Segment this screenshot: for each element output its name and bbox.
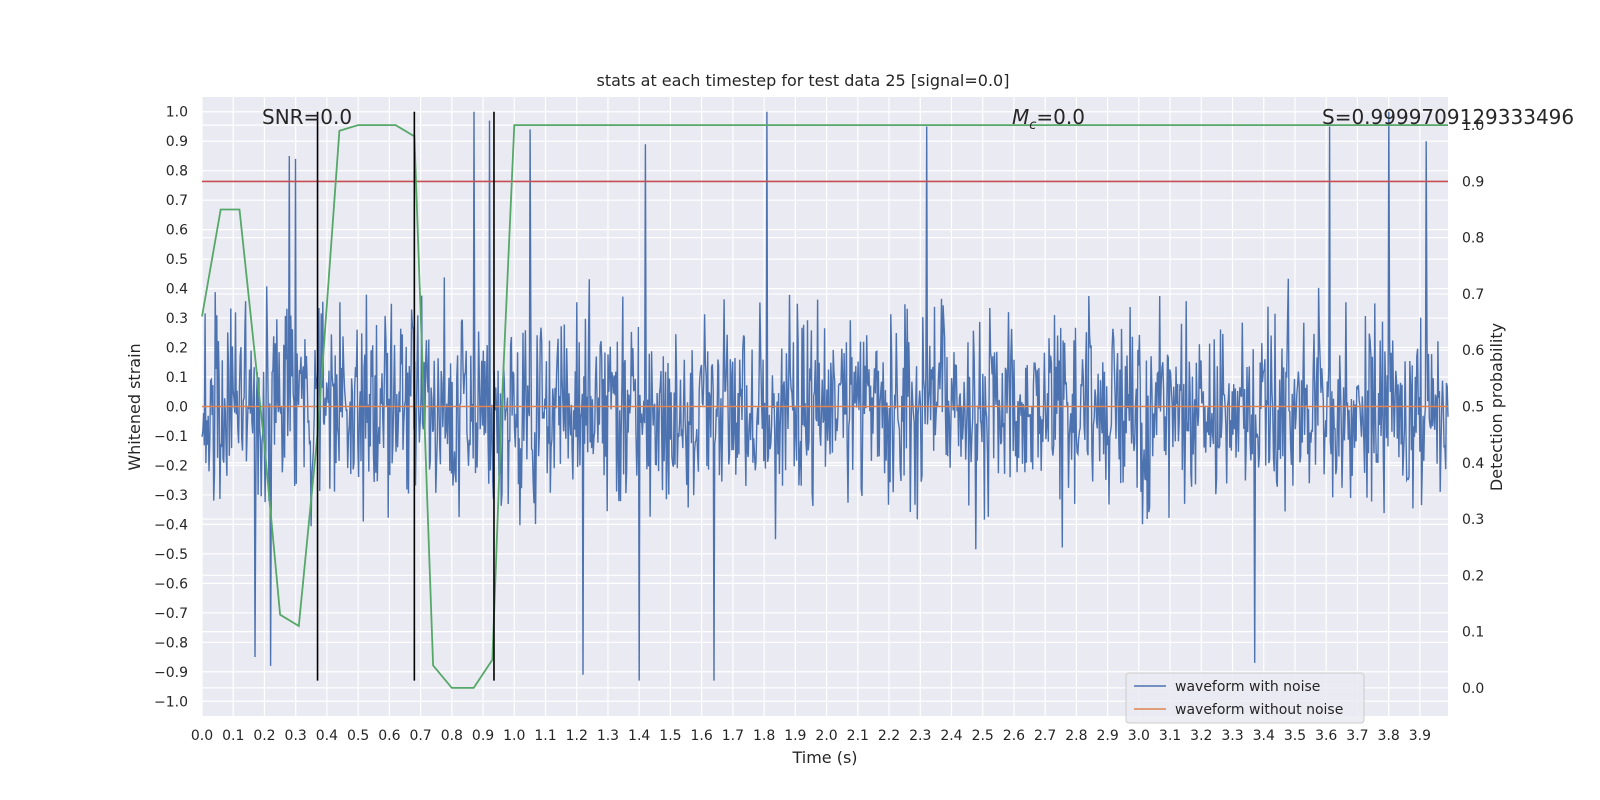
x-tick-label: 1.5 — [659, 728, 681, 744]
x-tick-label: 0.7 — [409, 728, 431, 744]
x-tick-label: 3.6 — [1315, 728, 1337, 744]
x-tick-label: 2.3 — [909, 728, 931, 744]
x-tick-label: 0.1 — [222, 728, 244, 744]
chart-title: stats at each timestep for test data 25 … — [597, 71, 1010, 90]
y-tick-label: −0.1 — [154, 429, 188, 445]
x-tick-label: 2.7 — [1034, 728, 1056, 744]
y2-tick-label: 0.6 — [1462, 343, 1484, 359]
legend-box — [1125, 672, 1365, 724]
x-tick-label: 3.8 — [1378, 728, 1400, 744]
y2-tick-label: 0.5 — [1462, 400, 1484, 416]
y-ticks: 1.0 0.9 0.8 0.7 0.6 0.5 0.4 0.3 0.2 0.1 0.0 −0.1 −0.… — [154, 105, 188, 711]
snr-annotation: SNR=0.0 — [262, 105, 352, 129]
noise-trace — [201, 111, 1449, 681]
x-tick-label: 2.6 — [1003, 728, 1025, 744]
x-tick-label: 0.8 — [441, 728, 463, 744]
x-tick-label: 3.9 — [1409, 728, 1431, 744]
y2-axis-label: Detection probability — [1487, 323, 1506, 491]
x-tick-label: 1.3 — [597, 728, 619, 744]
y-tick-label: −1.0 — [154, 694, 188, 710]
legend-label-noise: waveform with noise — [1175, 679, 1320, 695]
y2-tick-label: 0.2 — [1462, 568, 1484, 584]
legend: waveform with noise waveform without noi… — [1125, 672, 1365, 724]
y-tick-label: −0.4 — [154, 517, 188, 533]
x-tick-label: 3.2 — [1190, 728, 1212, 744]
x-tick-label: 2.9 — [1096, 728, 1118, 744]
x-tick-label: 0.9 — [472, 728, 494, 744]
y-tick-label: 0.8 — [166, 164, 188, 180]
x-tick-label: 2.4 — [940, 728, 962, 744]
y-tick-label: −0.9 — [154, 665, 188, 681]
y2-tick-label: 0.1 — [1462, 625, 1484, 641]
x-tick-label: 2.5 — [972, 728, 994, 744]
mc-subscript: c — [1029, 118, 1036, 133]
x-axis-label: Time (s) — [791, 748, 857, 767]
y-tick-label: 0.9 — [166, 134, 188, 150]
y-tick-label: −0.6 — [154, 576, 188, 592]
y2-tick-label: 0.0 — [1462, 681, 1484, 697]
y2-tick-label: 0.3 — [1462, 512, 1484, 528]
x-tick-label: 3.5 — [1284, 728, 1306, 744]
x-tick-label: 1.4 — [628, 728, 650, 744]
y-tick-label: −0.8 — [154, 635, 188, 651]
y-tick-label: −0.5 — [154, 547, 188, 563]
x-tick-label: 0.6 — [378, 728, 400, 744]
x-tick-label: 0.5 — [347, 728, 369, 744]
y2-tick-label: 0.8 — [1462, 231, 1484, 247]
x-tick-label: 1.8 — [753, 728, 775, 744]
x-tick-label: 1.0 — [503, 728, 525, 744]
mc-symbol: M — [1012, 105, 1029, 129]
x-tick-label: 3.0 — [1128, 728, 1150, 744]
mc-annotation: Mc=0.0 — [1012, 105, 1085, 133]
y-tick-label: 0.7 — [166, 193, 188, 209]
y-tick-label: 0.5 — [166, 252, 188, 268]
y2-tick-label: 0.7 — [1462, 287, 1484, 303]
y-axis-label: Whitened strain — [125, 343, 144, 470]
x-tick-label: 1.1 — [534, 728, 556, 744]
x-tick-label: 1.6 — [691, 728, 713, 744]
y-tick-label: 0.4 — [166, 282, 188, 298]
y-tick-label: 0.6 — [166, 223, 188, 239]
y-tick-label: 1.0 — [166, 105, 188, 121]
x-tick-label: 3.3 — [1221, 728, 1243, 744]
mc-value: =0.0 — [1036, 105, 1085, 129]
x-tick-label: 0.4 — [316, 728, 338, 744]
x-tick-label: 3.4 — [1253, 728, 1275, 744]
y-tick-label: −0.7 — [154, 606, 188, 622]
x-tick-label: 1.9 — [784, 728, 806, 744]
x-tick-label: 0.3 — [285, 728, 307, 744]
x-tick-label: 2.0 — [815, 728, 837, 744]
series-waveform-with-noise — [201, 111, 1449, 681]
x-tick-label: 1.7 — [722, 728, 744, 744]
y2-ticks: 1.0 0.9 0.8 0.7 0.6 0.5 0.4 0.3 0.2 0.1 0.0 — [1462, 118, 1484, 697]
y-tick-label: −0.3 — [154, 488, 188, 504]
x-tick-label: 2.1 — [847, 728, 869, 744]
x-tick-label: 0.0 — [191, 728, 213, 744]
x-tick-label: 2.2 — [878, 728, 900, 744]
x-tick-label: 1.2 — [566, 728, 588, 744]
x-tick-label: 3.1 — [1159, 728, 1181, 744]
s-annotation: S=0.9999709129333496 — [1322, 105, 1574, 129]
x-tick-label: 0.2 — [253, 728, 275, 744]
x-tick-label: 2.8 — [1065, 728, 1087, 744]
x-ticks: 0.0 0.1 0.2 0.3 0.4 0.5 0.6 0.7 0.8 0.9 1.0 1.1 1.2 1… — [191, 728, 1431, 744]
y-tick-label: 0.0 — [166, 400, 188, 416]
y2-tick-label: 0.9 — [1462, 174, 1484, 190]
y-tick-label: 0.3 — [166, 311, 188, 327]
y2-tick-label: 0.4 — [1462, 456, 1484, 472]
legend-label-clean: waveform without noise — [1175, 702, 1343, 718]
y-tick-label: −0.2 — [154, 458, 188, 474]
vertical-markers — [316, 111, 495, 681]
x-tick-label: 3.7 — [1346, 728, 1368, 744]
y-tick-label: 0.2 — [166, 341, 188, 357]
y2-tick-label: 1.0 — [1462, 118, 1484, 134]
y-tick-label: 0.1 — [166, 370, 188, 386]
